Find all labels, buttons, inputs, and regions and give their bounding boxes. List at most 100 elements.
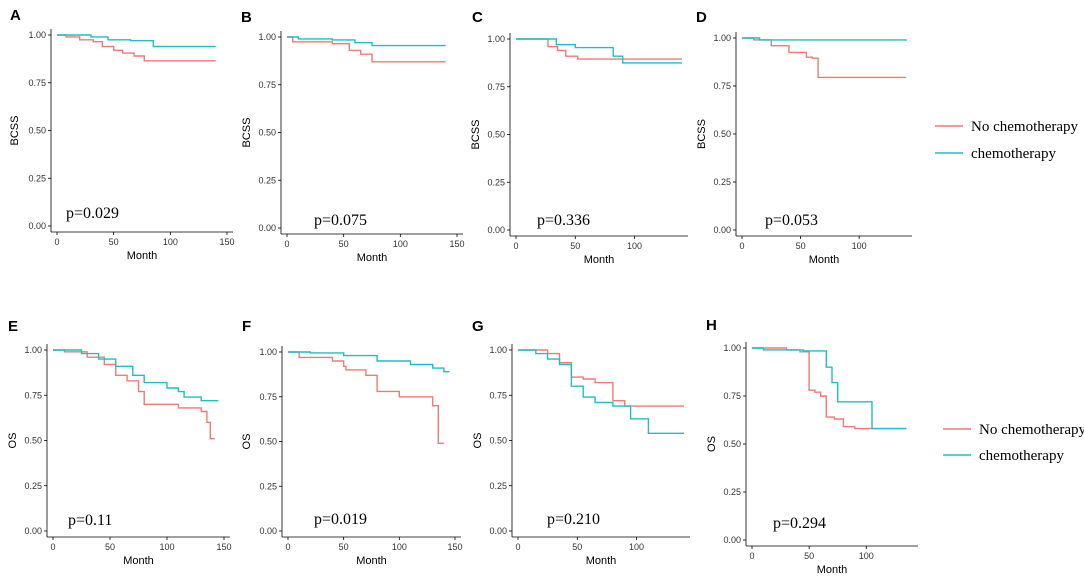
x-tick-label-b: 150	[449, 239, 464, 249]
y-tick-label-b: 0.50	[258, 128, 276, 138]
p-value-f: p=0.019	[314, 511, 367, 528]
y-tick-label-h: 0.75	[723, 391, 741, 401]
x-axis-title-g: Month	[586, 555, 617, 567]
x-tick-label-a: 150	[219, 237, 234, 247]
x-tick-label-a: 100	[163, 237, 178, 247]
series-line-chemo-g	[518, 349, 684, 434]
y-tick-label-f: 0.25	[259, 481, 277, 491]
x-tick-label-g: 0	[515, 542, 520, 552]
y-tick-label-a: 0.25	[28, 173, 46, 183]
y-tick-label-d: 1.00	[713, 33, 731, 43]
panel-a: A 0.00 0.25 0.50 0.75 1.00 0 50 100 150 Month BCSS p…	[9, 7, 235, 262]
panel-letter-d: D	[696, 9, 707, 26]
panel-g: G 0.00 0.25 0.50 0.75 1.00 0 50 100 Month OS p=0.21…	[472, 318, 690, 567]
y-tick-label-c: 0.00	[487, 225, 505, 235]
y-tick-label-h: 0.25	[723, 487, 741, 497]
y-tick-label-b: 1.00	[258, 32, 276, 42]
y-axis-title-f: OS	[241, 434, 253, 450]
y-tick-label-d: 0.00	[713, 225, 731, 235]
series-line-no-chemo-a	[57, 34, 216, 62]
legend-label-no-chemo: No chemotherapy	[979, 422, 1084, 438]
y-tick-label-c: 1.00	[487, 34, 505, 44]
p-value-b: p=0.075	[314, 212, 367, 229]
x-tick-label-d: 100	[852, 241, 867, 251]
y-tick-label-d: 0.50	[713, 129, 731, 139]
x-tick-label-b: 0	[284, 239, 289, 249]
series-line-chemo-a	[57, 34, 216, 48]
y-tick-label-e: 0.75	[24, 390, 42, 400]
y-tick-label-f: 1.00	[259, 347, 277, 357]
x-tick-label-c: 100	[627, 241, 642, 251]
panel-letter-f: F	[242, 318, 251, 335]
panel-f: F 0.00 0.25 0.50 0.75 1.00 0 50 100 150 Month OS p=0…	[241, 318, 463, 567]
y-tick-label-h: 0.00	[723, 535, 741, 545]
y-tick-label-f: 0.75	[259, 392, 277, 402]
panel-d: D 0.00 0.25 0.50 0.75 1.00 0 50 100 Month BCSS p=0.…	[696, 9, 912, 266]
panel-e: E 0.00 0.25 0.50 0.75 1.00 0 50 100 150 Month OS p=0…	[7, 318, 232, 567]
x-tick-label-c: 0	[513, 241, 518, 251]
y-tick-label-b: 0.25	[258, 175, 276, 185]
y-tick-label-g: 0.75	[489, 390, 507, 400]
y-axis-title-e: OS	[7, 433, 19, 449]
p-value-h: p=0.294	[773, 515, 826, 532]
y-tick-label-f: 0.50	[259, 437, 277, 447]
panels-layer: A 0.00 0.25 0.50 0.75 1.00 0 50 100 150 Month BCSS p…	[7, 7, 918, 576]
y-tick-label-a: 0.50	[28, 126, 46, 136]
y-tick-label-g: 0.00	[489, 526, 507, 536]
y-axis-title-h: OS	[706, 436, 718, 452]
x-axis-title-c: Month	[584, 254, 615, 266]
x-tick-label-d: 0	[739, 241, 744, 251]
y-tick-label-a: 0.75	[28, 78, 46, 88]
p-value-d: p=0.053	[765, 212, 818, 229]
x-tick-label-a: 50	[109, 237, 119, 247]
x-tick-label-h: 0	[749, 551, 754, 561]
x-tick-label-f: 50	[339, 542, 349, 552]
panel-letter-b: B	[241, 9, 252, 26]
y-tick-label-d: 0.75	[713, 81, 731, 91]
x-tick-label-b: 50	[339, 239, 349, 249]
x-tick-label-g: 100	[629, 542, 644, 552]
panel-letter-h: H	[706, 317, 717, 334]
y-tick-label-e: 0.50	[24, 436, 42, 446]
series-line-no-chemo-h	[752, 347, 907, 430]
y-tick-label-c: 0.50	[487, 130, 505, 140]
series-line-chemo-f	[288, 351, 450, 373]
x-axis-title-h: Month	[817, 564, 848, 576]
panel-b: B 0.00 0.25 0.50 0.75 1.00 0 50 100 150 Month BCSS p…	[241, 9, 465, 264]
series-line-chemo-d	[742, 37, 907, 41]
y-tick-label-c: 0.25	[487, 177, 505, 187]
y-tick-label-g: 1.00	[489, 345, 507, 355]
x-axis-title-e: Month	[123, 555, 154, 567]
x-tick-label-h: 50	[804, 551, 814, 561]
x-tick-label-d: 50	[796, 241, 806, 251]
panel-letter-a: A	[10, 7, 21, 24]
y-tick-label-d: 0.25	[713, 177, 731, 187]
series-line-no-chemo-f	[288, 351, 444, 444]
x-tick-label-g: 50	[572, 542, 582, 552]
y-tick-label-c: 0.75	[487, 82, 505, 92]
y-tick-label-b: 0.00	[258, 223, 276, 233]
y-tick-label-e: 0.25	[24, 481, 42, 491]
y-axis-title-a: BCSS	[9, 116, 21, 146]
x-tick-label-f: 150	[447, 542, 462, 552]
legend-label-chemo: chemotherapy	[979, 448, 1064, 464]
y-tick-label-b: 0.75	[258, 80, 276, 90]
y-tick-label-e: 1.00	[24, 345, 42, 355]
p-value-e: p=0.11	[68, 512, 112, 529]
y-tick-label-a: 0.00	[28, 221, 46, 231]
x-tick-label-b: 100	[393, 239, 408, 249]
x-axis-title-d: Month	[809, 254, 840, 266]
y-tick-label-h: 1.00	[723, 343, 741, 353]
y-tick-label-a: 1.00	[28, 30, 46, 40]
y-axis-title-d: BCSS	[696, 119, 708, 149]
x-tick-label-c: 50	[570, 241, 580, 251]
y-axis-title-b: BCSS	[241, 118, 253, 148]
p-value-g: p=0.210	[547, 511, 600, 528]
legend-label-no-chemo: No chemotherapy	[971, 119, 1079, 135]
x-axis-title-b: Month	[357, 252, 388, 264]
x-axis-title-f: Month	[356, 555, 387, 567]
panel-letter-g: G	[472, 318, 484, 335]
x-tick-label-h: 100	[859, 551, 874, 561]
x-tick-label-e: 50	[105, 542, 115, 552]
